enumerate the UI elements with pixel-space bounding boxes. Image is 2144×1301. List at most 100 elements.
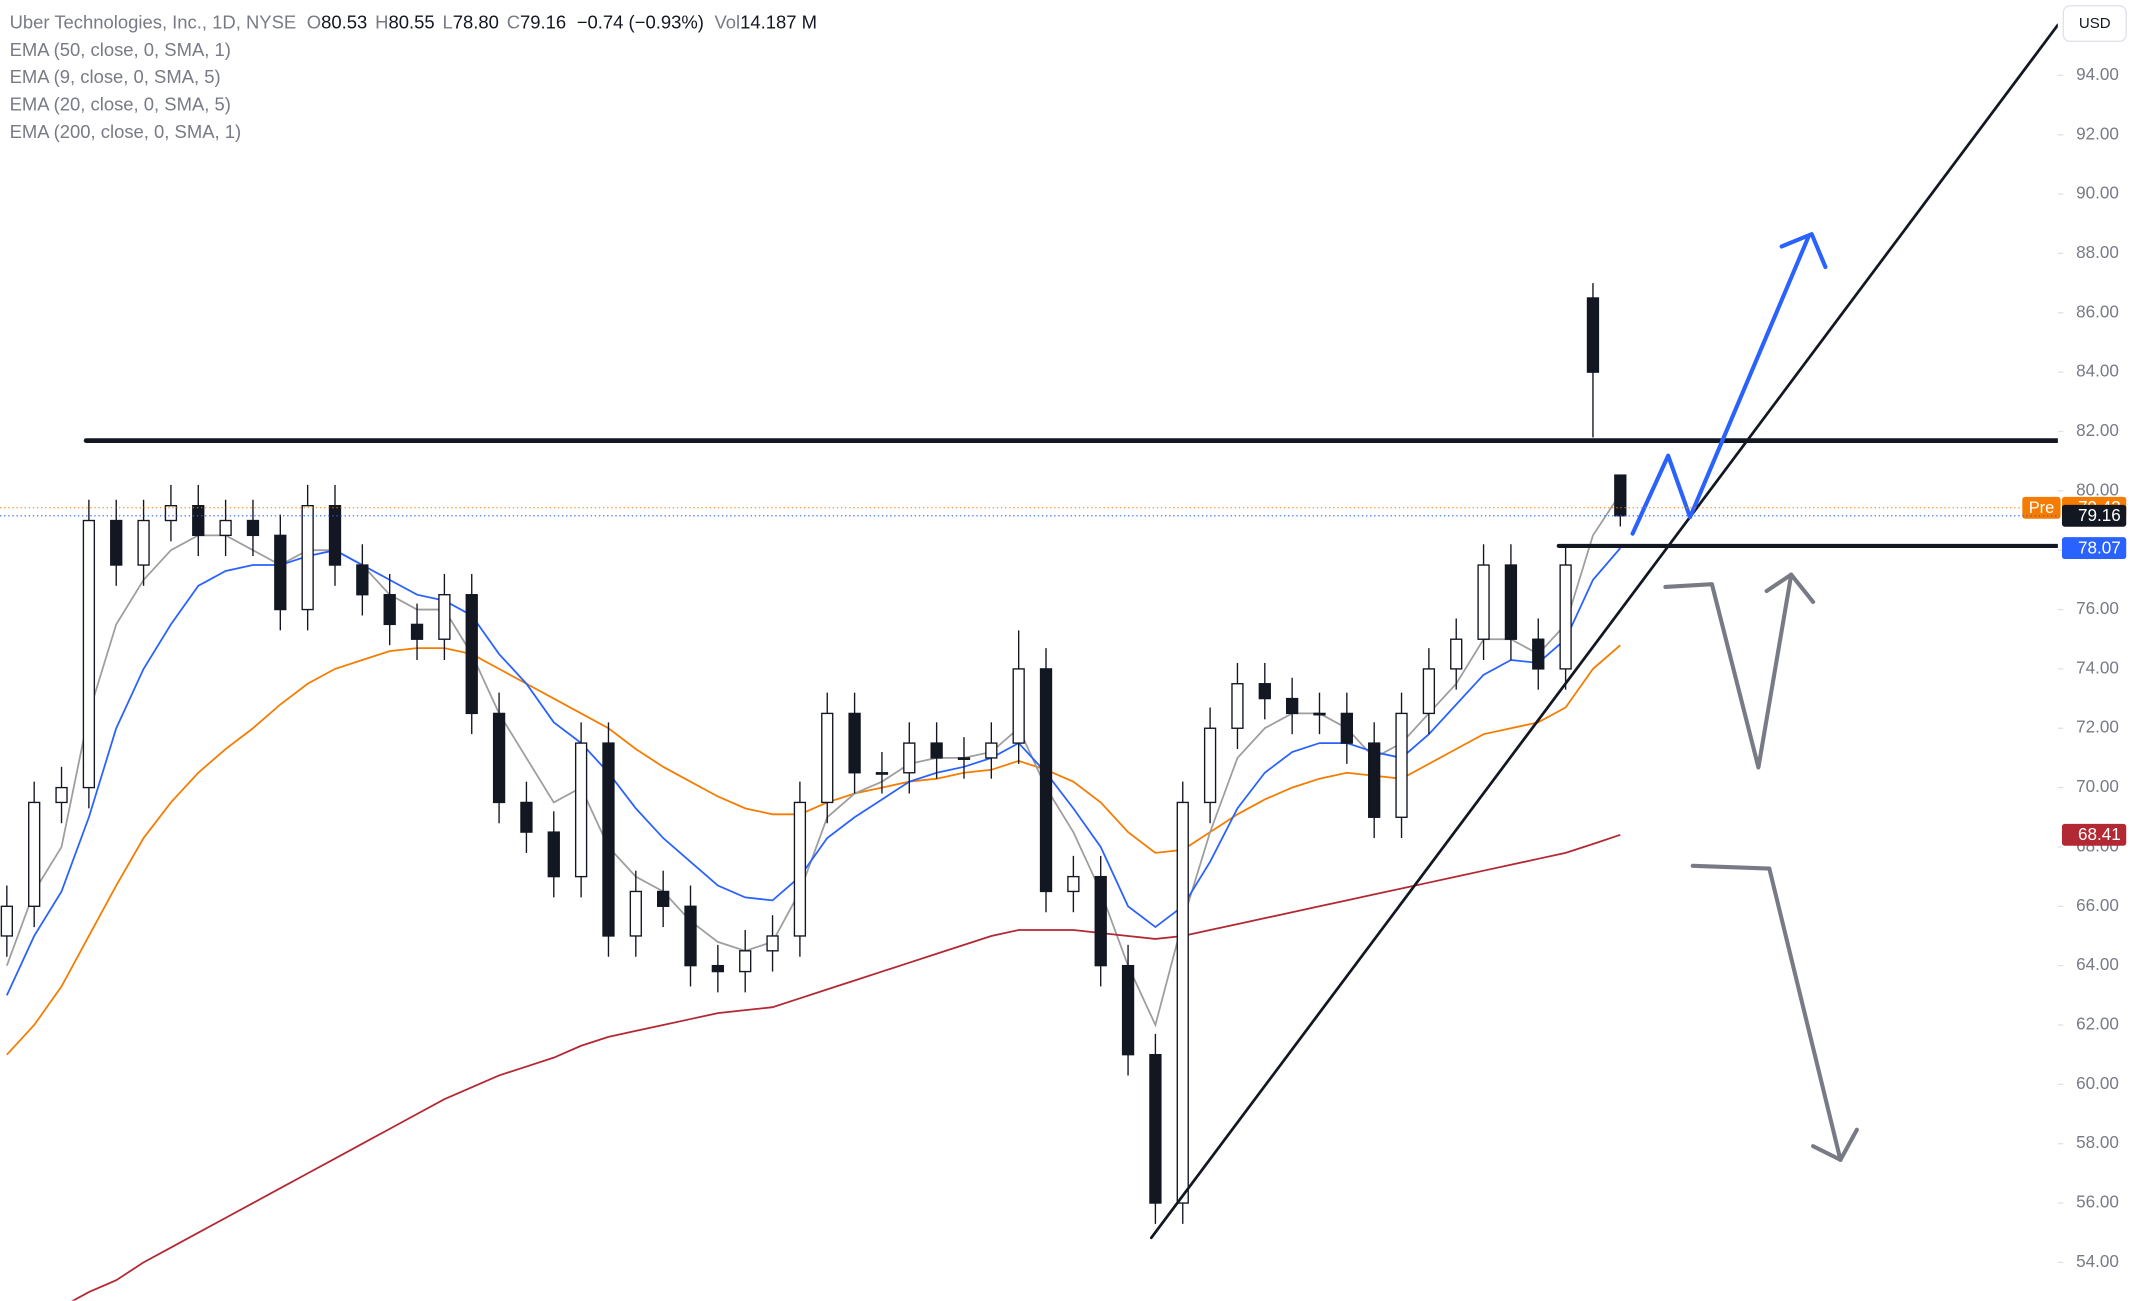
- candle-body: [28, 801, 41, 907]
- candle-body: [137, 519, 150, 566]
- candle-body: [520, 801, 533, 833]
- h-label: H: [375, 11, 388, 32]
- candle-body: [602, 742, 615, 937]
- candle-body: [110, 519, 123, 566]
- price-tag: [2061, 537, 2127, 560]
- candle-body: [930, 742, 943, 759]
- candle-body: [766, 935, 779, 952]
- candle-body: [684, 905, 697, 967]
- candle-body: [492, 712, 506, 804]
- candle-body: [1285, 697, 1299, 715]
- candle-body: [1039, 668, 1053, 893]
- y-tick-label: 76.00: [2076, 599, 2119, 618]
- ema-lines: [6, 493, 1622, 1301]
- symbol: Uber Technologies, Inc., 1D, NYSE: [10, 11, 297, 32]
- candle-body: [1477, 564, 1490, 640]
- candle-body: [875, 772, 889, 775]
- y-tick-label: 62.00: [2076, 1015, 2119, 1034]
- price-axis: [2057, 0, 2144, 1301]
- y-tick-label: 66.00: [2076, 896, 2119, 915]
- ema-line: [6, 644, 1621, 1056]
- price-tag-label: Pre: [2029, 499, 2055, 517]
- currency-button[interactable]: [2062, 5, 2127, 43]
- price-tag-value: 79.16: [2078, 506, 2121, 525]
- close: 79.16: [520, 11, 566, 32]
- price-tag-value: 68.41: [2078, 825, 2121, 844]
- candle-body: [164, 505, 178, 522]
- candle-body: [1614, 474, 1627, 517]
- c-label: C: [507, 11, 520, 32]
- candle-body: [657, 890, 670, 907]
- price-tag: [2061, 504, 2127, 527]
- legend-entry: EMA (50, close, 0, SMA, 1): [10, 39, 231, 60]
- price-tag-label-box: [2022, 496, 2061, 519]
- candle-body: [985, 742, 998, 759]
- candle-body: [1504, 564, 1518, 640]
- candle-body: [55, 786, 68, 804]
- candle-body: [1559, 564, 1572, 670]
- candle-body: [1532, 638, 1545, 670]
- volume: 14.187 M: [740, 11, 817, 32]
- candle-body: [547, 831, 560, 878]
- candle-body: [1012, 668, 1025, 744]
- candle-body: [1450, 638, 1463, 670]
- y-tick-label: 88.00: [2076, 243, 2119, 262]
- candle-body: [0, 905, 13, 937]
- candle-body: [438, 594, 451, 640]
- open: 80.53: [321, 11, 367, 32]
- candle-body: [711, 964, 725, 973]
- legend-entry: EMA (20, close, 0, SMA, 5): [10, 93, 231, 114]
- y-tick-label: 80.00: [2076, 480, 2119, 499]
- y-tick-label: 94.00: [2076, 65, 2119, 84]
- high: 80.55: [388, 11, 434, 32]
- candle-body: [219, 519, 232, 537]
- candle-body: [383, 594, 396, 626]
- candle-body: [1395, 712, 1408, 818]
- candle-body: [1203, 727, 1217, 804]
- currency: USD: [2079, 15, 2111, 32]
- candle-body: [1586, 297, 1600, 373]
- candle-body: [1422, 668, 1436, 715]
- bear-arrow: [1690, 863, 1843, 1162]
- candle-body: [192, 505, 205, 537]
- drawings: [83, 23, 2061, 1240]
- y-tick-label: 56.00: [2076, 1193, 2119, 1212]
- candle-body: [301, 505, 314, 611]
- plot-area: [0, 283, 1627, 1301]
- change: −0.74 (−0.93%): [577, 11, 704, 32]
- ema-line: [71, 833, 1621, 1301]
- candle-body: [821, 712, 834, 804]
- y-tick-label: 92.00: [2076, 124, 2119, 143]
- candle-body: [574, 742, 588, 878]
- price-tag: [2061, 823, 2127, 846]
- candle-body: [1231, 683, 1244, 729]
- y-tick-label: 74.00: [2076, 658, 2119, 677]
- trend-line: [1149, 23, 2060, 1240]
- y-tick-label: 90.00: [2076, 184, 2119, 203]
- y-tick-label: 58.00: [2076, 1133, 2119, 1152]
- candle-body: [1121, 964, 1135, 1056]
- candle-body: [82, 519, 96, 789]
- bear-arrow-head: [1811, 1127, 1859, 1162]
- y-tick-label: 84.00: [2076, 362, 2119, 381]
- price-tag-value: 78.07: [2078, 538, 2121, 557]
- candle-body: [1258, 683, 1271, 700]
- l-label: L: [442, 11, 452, 32]
- y-tick-label: 86.00: [2076, 302, 2119, 321]
- candle-body: [274, 534, 287, 611]
- y-tick-label: 72.00: [2076, 718, 2119, 737]
- candle-body: [328, 505, 342, 566]
- candle-body: [848, 712, 861, 774]
- vol-label: Vol: [714, 11, 740, 32]
- header: Uber Technologies, Inc., 1D, NYSE O80.53…: [10, 11, 817, 32]
- candle-body: [410, 623, 424, 640]
- y-tick-label: 64.00: [2076, 955, 2119, 974]
- bull-arrow: [1630, 233, 1812, 536]
- candle-body: [465, 594, 478, 715]
- candle-body: [1176, 801, 1189, 1204]
- candle-body: [1340, 712, 1353, 744]
- y-tick-label: 82.00: [2076, 421, 2119, 440]
- candle-body: [246, 519, 260, 537]
